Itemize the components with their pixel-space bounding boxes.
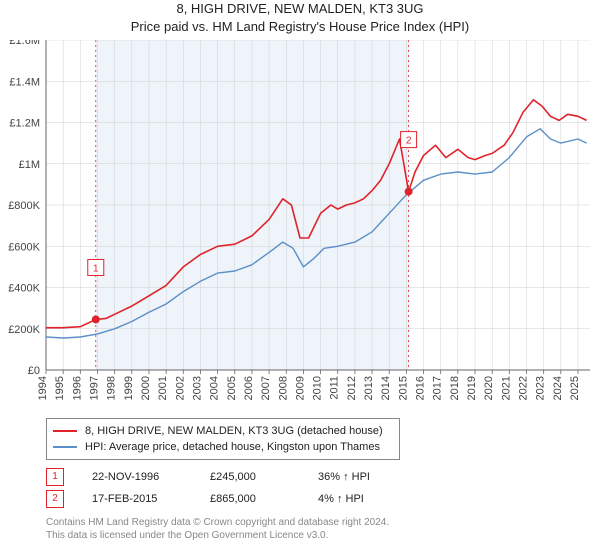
legend-row: HPI: Average price, detached house, King… [53,439,393,455]
license-text: Contains HM Land Registry data © Crown c… [46,516,600,542]
svg-text:2022: 2022 [518,376,530,400]
svg-text:1994: 1994 [37,376,49,400]
svg-text:2: 2 [406,136,412,147]
svg-text:2020: 2020 [483,376,495,400]
license-line: This data is licensed under the Open Gov… [46,529,600,542]
sale-price: £245,000 [210,471,290,483]
svg-text:£1.2M: £1.2M [9,118,40,130]
sale-row: 1 22-NOV-1996 £245,000 36% ↑ HPI [46,466,600,488]
svg-text:£1.4M: £1.4M [9,76,40,88]
svg-text:2019: 2019 [466,376,478,400]
svg-text:£1.6M: £1.6M [9,40,40,47]
svg-text:1998: 1998 [106,376,118,400]
svg-text:2003: 2003 [191,376,203,400]
legend-label: HPI: Average price, detached house, King… [85,439,380,455]
svg-text:1995: 1995 [54,376,66,400]
svg-text:2001: 2001 [157,376,169,400]
svg-text:2009: 2009 [294,376,306,400]
svg-text:2005: 2005 [226,376,238,400]
svg-text:2018: 2018 [449,376,461,400]
svg-text:2006: 2006 [243,376,255,400]
svg-text:£400K: £400K [8,283,40,295]
sale-delta: 4% ↑ HPI [318,493,364,505]
sale-date: 17-FEB-2015 [92,493,182,505]
svg-text:1997: 1997 [88,376,100,400]
svg-text:2025: 2025 [569,376,581,400]
svg-text:1999: 1999 [123,376,135,400]
svg-text:2012: 2012 [346,376,358,400]
sale-marker-box: 2 [46,490,64,508]
svg-text:1: 1 [93,263,99,274]
svg-text:2017: 2017 [432,376,444,400]
legend-swatch [53,430,77,432]
legend-row: 8, HIGH DRIVE, NEW MALDEN, KT3 3UG (deta… [53,423,393,439]
svg-text:2002: 2002 [174,376,186,400]
svg-text:2023: 2023 [535,376,547,400]
legend-label: 8, HIGH DRIVE, NEW MALDEN, KT3 3UG (deta… [85,423,383,439]
sale-date: 22-NOV-1996 [92,471,182,483]
svg-text:1996: 1996 [71,376,83,400]
svg-text:2021: 2021 [500,376,512,400]
svg-text:£600K: £600K [8,241,40,253]
license-line: Contains HM Land Registry data © Crown c… [46,516,600,529]
page-title: 8, HIGH DRIVE, NEW MALDEN, KT3 3UG [0,0,600,18]
svg-text:2007: 2007 [260,376,272,400]
sales-table: 1 22-NOV-1996 £245,000 36% ↑ HPI 2 17-FEB-201… [46,466,600,510]
svg-text:£800K: £800K [8,200,40,212]
line-chart-svg: £0 £200K £400K £600K £800K £1M £1.2M £1.4M £1.6M… [0,40,600,412]
sale-row: 2 17-FEB-2015 £865,000 4% ↑ HPI [46,488,600,510]
svg-text:£1M: £1M [19,159,40,171]
page-subtitle: Price paid vs. HM Land Registry's House … [0,18,600,36]
sale-price: £865,000 [210,493,290,505]
svg-text:2008: 2008 [277,376,289,400]
svg-text:2015: 2015 [397,376,409,400]
svg-text:£0: £0 [28,365,40,377]
legend-swatch [53,446,77,448]
svg-text:2010: 2010 [312,376,324,400]
svg-text:2013: 2013 [363,376,375,400]
sale-delta: 36% ↑ HPI [318,471,370,483]
svg-text:2004: 2004 [209,376,221,400]
sale-marker-box: 1 [46,468,64,486]
chart-area: £0 £200K £400K £600K £800K £1M £1.2M £1.4M £1.6M… [0,40,600,412]
svg-text:2011: 2011 [329,376,341,400]
legend: 8, HIGH DRIVE, NEW MALDEN, KT3 3UG (deta… [46,418,400,460]
svg-text:2016: 2016 [415,376,427,400]
svg-text:£200K: £200K [8,324,40,336]
svg-text:2000: 2000 [140,376,152,400]
svg-text:2014: 2014 [380,376,392,400]
svg-text:2024: 2024 [552,376,564,400]
